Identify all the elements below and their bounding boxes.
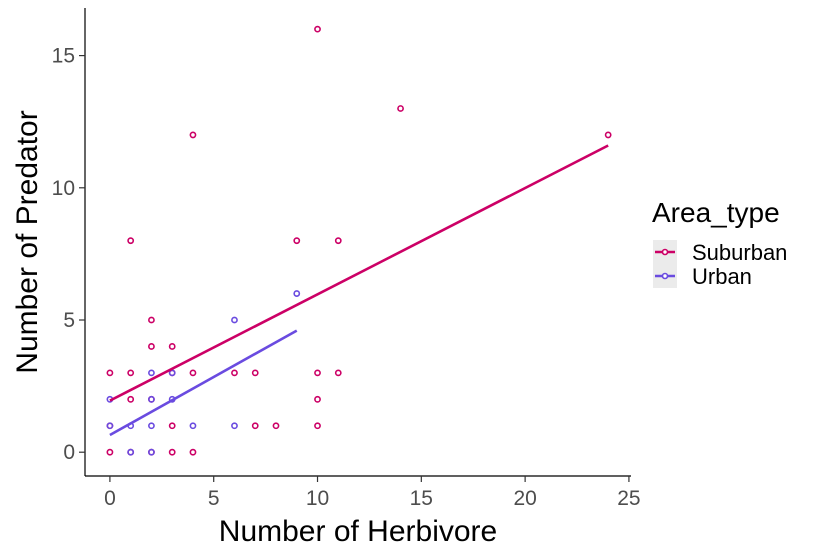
- legend-title: Area_type: [652, 197, 780, 228]
- x-tick-label: 25: [617, 487, 640, 510]
- legend-label-suburban: Suburban: [692, 240, 787, 265]
- trend-lines-layer: [109, 144, 609, 437]
- data-point-suburban: [148, 316, 155, 324]
- x-tick-label: 5: [208, 487, 220, 510]
- trend-line-suburban: [109, 144, 609, 402]
- data-point-suburban: [106, 448, 114, 456]
- x-axis-title: Number of Herbivore: [219, 515, 497, 548]
- points-layer: [106, 25, 612, 456]
- data-point-suburban: [334, 369, 342, 377]
- legend-label-urban: Urban: [692, 264, 752, 289]
- x-tick-label: 0: [104, 487, 116, 510]
- data-point-urban: [168, 369, 176, 377]
- data-point-suburban: [293, 237, 301, 245]
- data-point-suburban: [231, 369, 238, 377]
- x-tick-label: 20: [513, 487, 536, 510]
- legend: Area_type Suburban Urban: [652, 197, 787, 289]
- x-tick-label: 15: [410, 487, 433, 510]
- data-point-suburban: [314, 25, 321, 33]
- data-point-urban: [127, 448, 135, 456]
- data-point-suburban: [189, 131, 197, 139]
- data-point-suburban: [334, 237, 342, 245]
- y-tick-label: 5: [63, 309, 75, 332]
- y-tick-label: 0: [63, 441, 75, 464]
- legend-marker-suburban: [661, 248, 669, 256]
- data-point-suburban: [397, 105, 404, 112]
- data-point-suburban: [106, 369, 114, 377]
- data-point-suburban: [604, 131, 612, 139]
- data-point-urban: [231, 422, 238, 430]
- data-point-suburban: [168, 448, 176, 456]
- data-point-urban: [148, 448, 155, 456]
- data-point-suburban: [272, 422, 280, 430]
- data-point-suburban: [127, 237, 135, 245]
- data-point-urban: [148, 369, 155, 377]
- x-ticks: 0 5 10 15 20 25: [104, 476, 641, 510]
- y-tick-label: 15: [52, 45, 75, 68]
- data-point-suburban: [189, 448, 197, 456]
- data-point-suburban: [189, 369, 197, 377]
- data-point-suburban: [168, 422, 176, 430]
- data-point-suburban: [314, 369, 321, 377]
- data-point-urban: [189, 422, 197, 430]
- data-point-urban: [293, 290, 301, 297]
- data-point-urban: [231, 316, 238, 324]
- data-point-suburban: [127, 395, 135, 403]
- data-point-suburban: [314, 422, 321, 430]
- data-point-suburban: [314, 395, 321, 403]
- y-ticks: 0 5 10 15: [52, 45, 85, 464]
- y-tick-label: 10: [52, 177, 75, 200]
- data-point-suburban: [127, 369, 135, 377]
- data-point-suburban: [148, 343, 155, 350]
- data-point-suburban: [168, 343, 176, 350]
- y-axis-title: Number of Predator: [11, 110, 44, 373]
- data-point-suburban: [251, 369, 259, 377]
- data-point-urban: [148, 395, 155, 403]
- trend-line-urban: [109, 329, 298, 437]
- data-point-urban: [148, 422, 155, 430]
- legend-marker-urban: [661, 272, 669, 280]
- data-point-suburban: [251, 422, 259, 430]
- x-tick-label: 10: [306, 487, 329, 510]
- data-point-urban: [106, 422, 114, 430]
